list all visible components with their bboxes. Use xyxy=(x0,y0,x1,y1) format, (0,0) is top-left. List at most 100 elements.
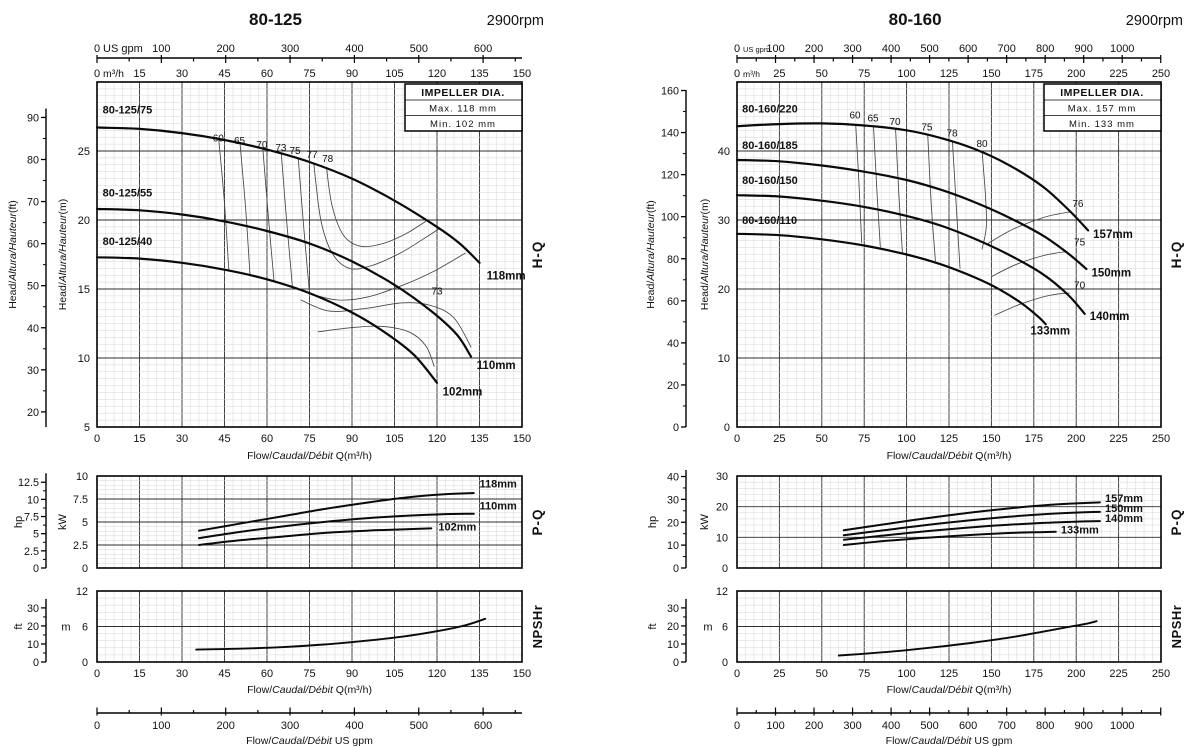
gpm-bottom-label: 500 xyxy=(920,720,938,732)
chart-shape: (m) xyxy=(57,199,69,215)
gpm-bottom-label: 400 xyxy=(882,720,900,732)
efficiency-label: 78 xyxy=(322,154,334,165)
gpm-tick-label: 700 xyxy=(997,43,1015,55)
efficiency-contour-73 xyxy=(300,299,472,348)
head-ft-label: 100 xyxy=(661,212,679,224)
head-ft-label: 40 xyxy=(27,323,39,335)
head-ft-label: 90 xyxy=(27,112,39,124)
hq-curve-110mm xyxy=(95,207,473,358)
pq-curve-150mm xyxy=(842,510,1101,537)
gpm-bottom-label: 200 xyxy=(805,720,823,732)
plot-border xyxy=(736,590,1162,663)
hq-plot: 60 65 70 73 75 77 787380-125/75118mm80-125/551… xyxy=(95,81,526,428)
head-ft-label: 40 xyxy=(667,338,679,350)
pq-curve-133mm xyxy=(842,530,1057,546)
efficiency-contour-60 xyxy=(218,139,230,271)
efficiency-label: 75 xyxy=(1074,238,1086,249)
curve-name-label: 80-160/110 xyxy=(742,215,797,227)
flow-tick-label: 120 xyxy=(428,433,446,445)
m3h-tick-label: 120 xyxy=(428,68,446,80)
hp-label: 0 xyxy=(33,563,39,575)
impeller-size-label: 150mm xyxy=(1091,268,1131,280)
curve-name-label: 80-125/40 xyxy=(103,236,153,248)
gpm-tick-label: 500 xyxy=(410,43,428,55)
pq-size-label: 140mm xyxy=(1105,513,1143,525)
plot-border xyxy=(736,475,1162,569)
chart-shape: Q(m³/h) xyxy=(972,450,1011,462)
chart-shape: Head/ xyxy=(699,282,711,310)
impeller-dia-box xyxy=(1043,83,1162,132)
head-ft-label: 140 xyxy=(661,128,679,140)
section-label-hq: H-Q xyxy=(1169,241,1184,269)
pq-size-label: 102mm xyxy=(438,522,476,534)
npshr-curve xyxy=(837,620,1098,657)
m3h-tick-label: 90 xyxy=(346,68,358,80)
m3h-tick-label: 125 xyxy=(940,68,958,80)
kw-label: 10 xyxy=(716,532,728,544)
gpm-bottom-label: 200 xyxy=(217,720,235,732)
efficiency-label: 80 xyxy=(977,139,989,150)
efficiency-contour-x xyxy=(311,252,466,301)
gpm-tick-label: 100 xyxy=(152,43,170,55)
flow-tick-label: 90 xyxy=(346,433,358,445)
efficiency-label: 65 xyxy=(234,136,246,147)
npshr-flow-label: 75 xyxy=(858,668,870,680)
pq-curve-110mm xyxy=(198,512,475,540)
gpm-tick-label: 600 xyxy=(959,43,977,55)
impeller-min: Min. 133 mm xyxy=(1069,119,1135,130)
npshr-flow-label: 25 xyxy=(773,668,785,680)
hq-curve-150mm xyxy=(735,158,1088,271)
chart-shape: Q(m³/h) xyxy=(333,450,372,462)
efficiency-label: 70 xyxy=(256,140,268,151)
efficiency-contour-65 xyxy=(239,143,251,276)
m3h-tick-label: 50 xyxy=(816,68,828,80)
m3h-tick-label: 100 xyxy=(897,68,915,80)
m3h-tick-label: 225 xyxy=(1109,68,1127,80)
kw-label: 10 xyxy=(76,471,88,483)
m3h-tick-label: 105 xyxy=(385,68,403,80)
m3h-tick-label: 150 xyxy=(982,68,1000,80)
m3h-tick-label: 45 xyxy=(218,68,230,80)
efficiency-contour-77 xyxy=(313,162,441,270)
chart-shape: Altura/Hauteur xyxy=(645,213,657,282)
flow-tick-label: 225 xyxy=(1109,433,1127,445)
m3h-unit: m³/h xyxy=(103,68,124,80)
pq-curve-140mm xyxy=(842,520,1101,541)
gpm-tick-label: 400 xyxy=(345,43,363,55)
curve-name-label: 80-125/55 xyxy=(103,188,153,200)
chart-shape: US gpm xyxy=(332,735,373,747)
kw-label: 20 xyxy=(716,502,728,514)
section-label-hq: H-Q xyxy=(530,241,545,269)
flow-tick-label: 45 xyxy=(218,433,230,445)
efficiency-contour-73 xyxy=(280,151,293,289)
flow-tick-label: 250 xyxy=(1152,433,1170,445)
head-ft-title: Head/Altura/Hauteur(ft) xyxy=(645,200,657,309)
head-m-label: 0 xyxy=(724,422,730,434)
hq-curve-118mm xyxy=(95,126,481,264)
npshr-plot xyxy=(96,590,523,663)
chart-shape: Caudal/Débit xyxy=(911,735,973,747)
hp-label: 20 xyxy=(667,517,679,529)
curve-name-label: 80-160/185 xyxy=(742,140,798,152)
head-ft-title: Head/Altura/Hauteur(ft) xyxy=(7,200,19,309)
flow-tick-label: 75 xyxy=(303,433,315,445)
flow-tick-label: 200 xyxy=(1067,433,1085,445)
hp-label: 12.5 xyxy=(18,477,39,489)
kw-label: 30 xyxy=(716,471,728,483)
npshr-flow-label: 60 xyxy=(261,668,273,680)
impeller-size-label: 133mm xyxy=(1030,326,1070,338)
gpm-tick-label: 300 xyxy=(843,43,861,55)
npshr-flow-label: 45 xyxy=(218,668,230,680)
npshr-flow-label: 100 xyxy=(897,668,915,680)
head-m-label: 15 xyxy=(78,284,90,296)
flow-tick-label: 175 xyxy=(1025,433,1043,445)
hq-curve-102mm xyxy=(95,256,439,384)
npshr-flow-label: 15 xyxy=(133,668,145,680)
head-m-title: Head/Altura/Hauteur(m) xyxy=(699,199,711,310)
gpm-bottom-label: 1000 xyxy=(1110,720,1134,732)
chart-shape: Altura/Hauteur xyxy=(57,214,69,283)
head-m-label: 40 xyxy=(718,146,730,158)
m3h-tick-label: 175 xyxy=(1025,68,1043,80)
